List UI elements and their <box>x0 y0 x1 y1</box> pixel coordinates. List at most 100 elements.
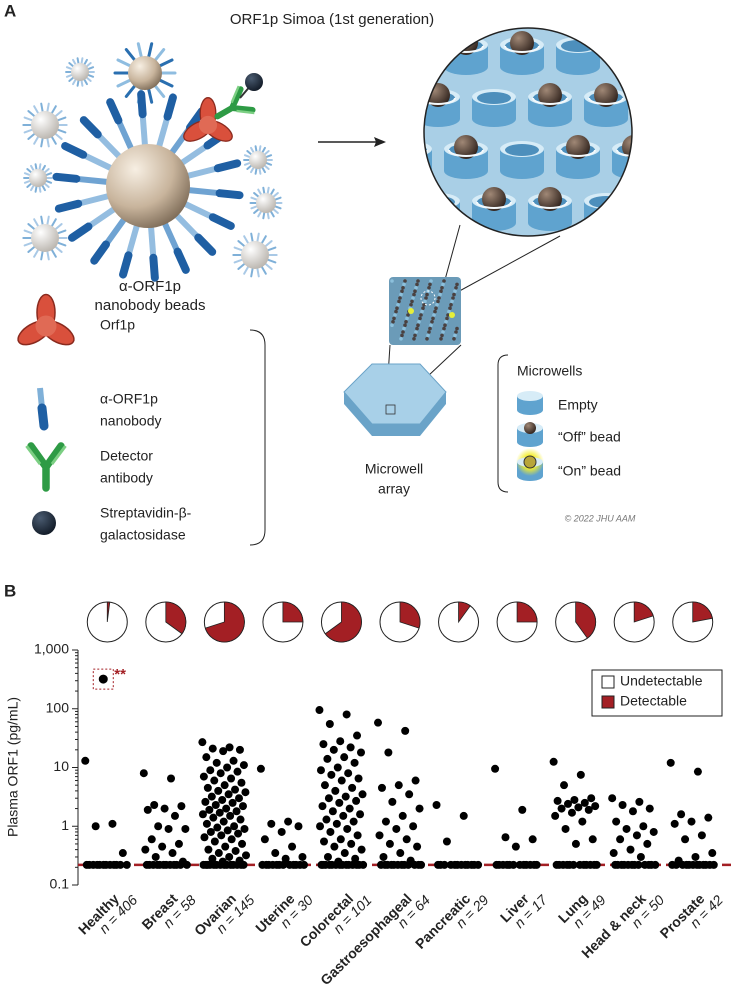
tile-well <box>451 296 455 300</box>
well-rim <box>476 201 512 209</box>
tile-well <box>428 282 432 287</box>
data-point <box>214 849 223 858</box>
tile-well <box>403 323 407 328</box>
tile-well <box>427 330 431 334</box>
orf1p-core <box>35 315 57 337</box>
nanobody <box>265 162 273 166</box>
nanobody <box>124 48 136 62</box>
tile-well <box>438 292 442 297</box>
well-top <box>388 245 432 261</box>
data-point <box>567 808 576 817</box>
microwell-label: “Off” bead <box>558 429 621 445</box>
nanobody <box>243 266 249 275</box>
data-point <box>708 849 717 858</box>
data-point <box>491 764 500 773</box>
well-hole <box>505 144 539 156</box>
data-point <box>528 835 537 844</box>
data-point <box>636 852 645 861</box>
data-point <box>682 860 691 869</box>
antibody-shape <box>25 445 67 465</box>
off-bead <box>622 135 632 159</box>
tile-well <box>450 299 454 304</box>
pie-detectable <box>165 601 187 635</box>
data-point <box>352 796 361 805</box>
well-top <box>640 193 684 209</box>
off-bead <box>650 187 674 211</box>
antibody-shape <box>230 85 255 115</box>
nanobody <box>158 78 174 88</box>
nanobody <box>272 208 279 214</box>
data-point <box>617 860 626 869</box>
data-point <box>316 822 325 831</box>
data-point <box>342 860 351 869</box>
data-point <box>238 802 247 811</box>
data-point <box>341 792 350 801</box>
data-point <box>588 835 597 844</box>
data-point <box>693 767 702 776</box>
data-point <box>519 860 528 869</box>
data-point <box>99 860 108 869</box>
data-point <box>109 860 118 869</box>
data-point <box>210 837 219 846</box>
well <box>528 201 572 231</box>
array-label: array <box>378 481 410 497</box>
well-rim <box>448 149 484 157</box>
well-rim <box>532 201 568 209</box>
data-point <box>340 849 349 858</box>
tile-well <box>432 313 436 317</box>
icon-well-bottom <box>517 437 543 447</box>
tile-well <box>444 320 448 324</box>
data-point <box>203 783 212 792</box>
data-point <box>356 810 365 819</box>
nanobody <box>41 184 46 192</box>
tile-well <box>439 289 443 294</box>
well-rim <box>616 149 632 157</box>
tile-well <box>404 320 408 324</box>
data-point <box>294 822 303 831</box>
tile-well <box>393 313 397 317</box>
data-point <box>552 860 561 869</box>
data-point <box>213 823 222 832</box>
nanobody-stem <box>86 206 117 230</box>
tile-well <box>419 313 423 317</box>
data-point <box>288 842 297 851</box>
well-rim <box>532 97 568 105</box>
data-point <box>203 860 212 869</box>
data-point <box>272 860 281 869</box>
bead <box>241 241 269 269</box>
data-point <box>560 781 569 790</box>
tile-well <box>413 289 417 294</box>
nanobody-head <box>61 142 88 159</box>
data-point <box>392 824 401 833</box>
data-point <box>324 794 333 803</box>
data-point <box>267 819 276 828</box>
tile-well <box>403 279 407 283</box>
data-point <box>122 860 131 869</box>
nanobody-stem <box>182 200 215 220</box>
well-rim <box>588 97 624 105</box>
nanobody <box>158 58 174 68</box>
tile-well <box>455 326 459 331</box>
nanobody <box>263 150 270 156</box>
pie-detectable <box>106 601 111 623</box>
legend-nanobody-head <box>37 403 49 431</box>
nanobody <box>54 132 63 140</box>
well-rim <box>560 149 596 157</box>
well <box>640 201 684 231</box>
tile-well <box>402 326 406 331</box>
nanobody <box>274 205 282 210</box>
data-point <box>398 811 407 820</box>
data-point <box>238 839 247 848</box>
nanobody <box>267 246 277 252</box>
data-point <box>450 860 459 869</box>
data-point <box>329 745 338 754</box>
well-rim <box>393 254 427 260</box>
panel-label: B <box>4 581 16 600</box>
off-bead <box>454 135 478 159</box>
nanobody-stem <box>186 165 219 180</box>
nanobody <box>38 185 42 193</box>
data-point <box>325 860 334 869</box>
off-bead <box>566 135 590 159</box>
tile-well <box>445 316 449 321</box>
data-point <box>622 824 631 833</box>
